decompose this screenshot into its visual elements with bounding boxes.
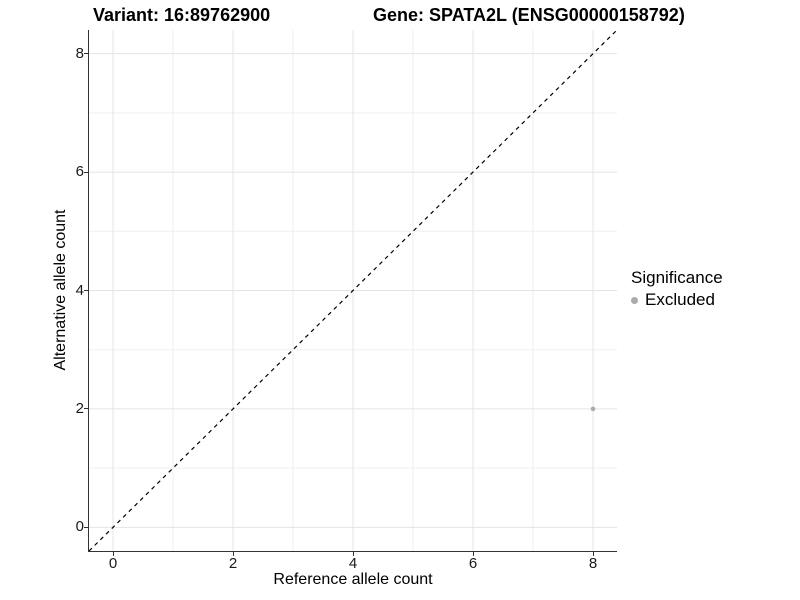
x-tick-mark [352,551,354,556]
y-tick-mark [84,290,89,291]
y-tick-label: 2 [75,399,84,417]
legend: Significance Excluded [631,268,723,310]
y-tick-label: 0 [75,518,84,536]
legend-point-icon [631,296,638,304]
x-tick-label: 6 [468,555,478,572]
x-tick-label: 4 [348,555,358,572]
x-tick-mark [472,551,474,556]
y-tick-label: 4 [75,281,84,299]
x-tick-mark [112,551,114,556]
x-tick-mark [232,551,234,556]
plot-title-gene: Gene: SPATA2L (ENSG00000158792) [373,5,685,25]
plot-title-variant: Variant: 16:89762900 [93,5,271,25]
y-tick-mark [84,171,89,173]
plot-panel [88,30,617,552]
legend-title: Significance [631,268,723,287]
y-tick-mark [84,526,89,528]
y-tick-label: 8 [75,44,84,62]
y-tick-label: 6 [75,163,84,181]
x-axis-title: Reference allele count [273,571,433,588]
x-tick-label: 2 [228,555,238,572]
legend-item: Excluded [631,290,723,310]
identity-line [89,30,617,551]
x-tick-label: 0 [108,555,118,572]
plot-panel-svg [89,30,617,551]
y-tick-mark [84,53,89,55]
y-tick-mark [84,408,89,410]
data-point [590,406,596,412]
legend-item-label: Excluded [645,290,715,309]
y-axis-title: Alternative allele count [52,209,69,371]
x-tick-mark [592,551,594,556]
x-tick-label: 8 [588,555,598,572]
